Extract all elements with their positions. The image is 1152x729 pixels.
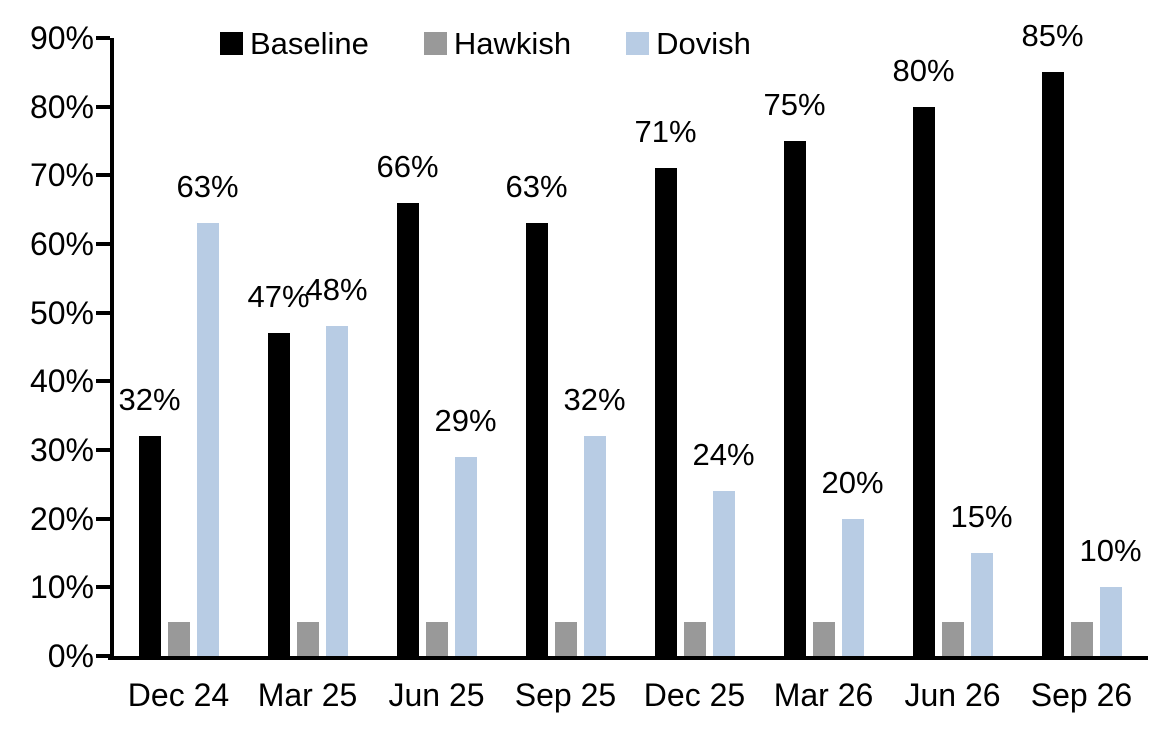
y-tick-label-20: 20% [29,500,94,537]
legend-label-hawkish: Hawkish [453,26,572,61]
data-label-dovish-sep-25: 32% [563,382,626,418]
y-tick-label-30: 30% [29,432,94,468]
legend-item-hawkish: Hawkish [423,26,572,61]
data-label-dovish-mar-25: 48% [305,272,368,308]
bar-baseline-sep-25 [525,223,548,656]
y-tick-label-60: 60% [29,226,94,262]
bar-hawkish-jun-26 [941,621,964,656]
legend-label-baseline: Baseline [250,26,369,61]
y-tick-40 [96,379,110,384]
y-tick-label-50: 50% [29,294,94,331]
y-tick-70 [96,173,110,178]
x-label-dec-25: Dec 25 [643,677,746,713]
y-tick-label-40: 40% [29,363,94,400]
y-tick-50 [96,310,110,315]
y-tick-60 [96,242,110,246]
y-axis [110,38,114,660]
data-label-baseline-jun-26: 80% [892,52,955,88]
bar-baseline-sep-26 [1041,72,1064,656]
bar-hawkish-sep-26 [1070,621,1093,656]
bar-dovish-mar-25 [325,326,348,656]
data-label-baseline-dec-25: 71% [634,114,697,150]
y-tick-10 [96,585,110,590]
x-label-mar-26: Mar 26 [773,677,874,713]
x-label-jun-25: Jun 25 [388,677,485,713]
bar-dovish-sep-25 [583,436,606,656]
x-label-dec-24: Dec 24 [127,677,230,713]
data-label-dovish-dec-25: 24% [692,437,755,473]
data-label-baseline-dec-24: 32% [118,382,181,418]
bar-hawkish-mar-25 [296,621,319,656]
bar-dovish-mar-26 [841,518,864,656]
bar-hawkish-jun-25 [425,621,448,656]
bar-baseline-mar-25 [267,333,290,656]
x-label-jun-26: Jun 26 [904,677,1001,713]
y-tick-30 [96,448,110,452]
data-label-baseline-mar-25: 47% [247,279,310,315]
legend-label-dovish: Dovish [656,26,751,61]
x-axis [108,656,1148,660]
data-label-dovish-jun-26: 15% [950,499,1013,534]
dovish-swatch-icon [626,32,650,55]
bar-baseline-dec-25 [654,168,677,656]
hawkish-swatch-icon [423,32,447,55]
data-label-baseline-sep-26: 85% [1021,18,1084,54]
bar-baseline-jun-26 [912,106,935,656]
bar-dovish-jun-26 [970,553,993,656]
bar-dovish-dec-25 [712,491,735,656]
data-label-dovish-dec-24: 63% [176,169,239,205]
x-axis-labels: Dec 24 Mar 25 Jun 25 Sep 25 Dec 25 Mar 26 Jun … [114,676,1146,716]
data-label-baseline-jun-25: 66% [376,148,439,184]
y-tick-0 [96,654,110,658]
bar-baseline-jun-25 [396,202,419,656]
data-label-dovish-sep-26: 10% [1079,533,1142,569]
y-tick-80 [96,104,110,109]
bar-dovish-jun-25 [454,456,477,656]
bar-baseline-mar-26 [783,141,806,656]
y-tick-label-10: 10% [29,569,94,606]
x-label-sep-26: Sep 26 [1030,677,1133,713]
bar-dovish-dec-24 [196,223,219,656]
legend-item-baseline: Baseline [220,28,369,59]
bar-hawkish-sep-25 [554,621,577,656]
legend-item-dovish: Dovish [626,28,751,59]
x-label-mar-25: Mar 25 [257,677,358,713]
data-label-baseline-mar-26: 75% [763,87,826,122]
y-tick-label-0: 0% [47,638,94,674]
y-tick-20 [96,516,110,521]
data-label-dovish-mar-26: 20% [821,464,884,500]
plot-area: 32% 63% 47% 48% 66% 29% 63% 32% 71% 24% 75% 20% 80% 1… [114,20,1146,656]
bar-hawkish-dec-25 [683,621,706,656]
bar-dovish-sep-26 [1099,587,1122,656]
bar-baseline-dec-24 [138,436,161,656]
baseline-swatch-icon [220,32,243,55]
bar-hawkish-mar-26 [812,621,835,656]
y-tick-label-70: 70% [29,157,94,194]
bar-hawkish-dec-24 [167,621,190,656]
y-tick-label-90: 90% [29,20,94,56]
y-tick-label-80: 80% [29,88,94,125]
chart-legend: Baseline Hawkish Dovish [220,28,751,59]
x-label-sep-25: Sep 25 [514,677,617,713]
y-tick-90 [96,36,110,40]
data-label-dovish-jun-25: 29% [434,402,497,438]
data-label-baseline-sep-25: 63% [505,169,568,205]
